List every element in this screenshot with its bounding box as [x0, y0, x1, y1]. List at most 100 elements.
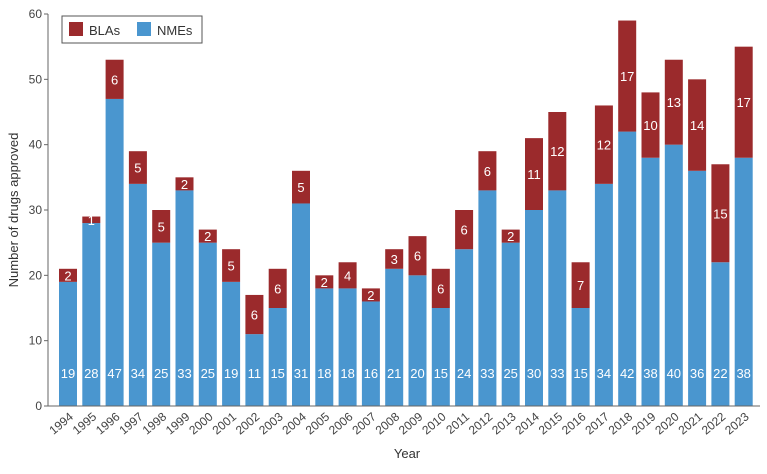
bar-nmes-2022 [711, 262, 730, 406]
bar-blas-2021 [688, 79, 707, 171]
bar-nmes-2001 [222, 281, 241, 406]
bar-blas-2002 [245, 294, 264, 335]
x-tick-label: 2016 [559, 409, 589, 437]
bar-nmes-2011 [455, 249, 474, 406]
data-label-nmes-2014: 30 [527, 366, 541, 381]
bar-blas-2004 [292, 170, 310, 204]
bar-nmes-2023 [734, 157, 753, 406]
bar-nmes-2021 [688, 170, 707, 406]
x-tick-label: 2018 [606, 409, 636, 437]
bars: 1922814763452553322521951161563151821841… [59, 20, 753, 406]
bar-blas-2006 [338, 262, 357, 289]
y-axis: 0 10 20 30 40 50 60 [29, 7, 49, 413]
x-tick-label: 2021 [676, 409, 706, 437]
x-tick-label: 1995 [70, 409, 100, 437]
x-tick-label: 1998 [140, 409, 170, 437]
bar-blas-2005 [315, 275, 334, 289]
x-tick-label: 2011 [443, 409, 472, 437]
bar-blas-2016 [571, 262, 590, 308]
data-label-blas-1999: 2 [181, 177, 188, 192]
bar-nmes-2006 [338, 288, 357, 406]
x-tick-label: 2003 [256, 409, 286, 437]
data-label-blas-1997: 5 [134, 161, 141, 176]
x-tick-label: 2020 [652, 409, 682, 437]
bar-nmes-1996 [105, 98, 124, 406]
bar-nmes-2019 [641, 157, 660, 406]
bar-blas-2003 [268, 268, 287, 308]
bar-blas-2010 [431, 268, 450, 308]
data-label-nmes-2000: 25 [201, 366, 215, 381]
data-label-blas-2018: 17 [620, 69, 634, 84]
bar-nmes-2014 [525, 210, 543, 406]
x-tick-label: 2017 [582, 409, 612, 437]
bar-nmes-2012 [478, 190, 497, 406]
bar-blas-2019 [641, 92, 660, 158]
bar-nmes-2009 [408, 275, 427, 406]
data-label-blas-1995: 1 [88, 213, 95, 228]
data-label-nmes-2020: 40 [667, 366, 681, 381]
data-label-blas-2023: 17 [736, 95, 750, 110]
bar-nmes-2013 [501, 242, 520, 406]
data-label-nmes-2013: 25 [503, 366, 517, 381]
data-label-blas-2012: 6 [484, 164, 491, 179]
x-tick-label: 2006 [326, 409, 356, 437]
x-tick-label: 2019 [629, 409, 659, 437]
bar-blas-2001 [222, 249, 241, 282]
legend-swatch-nmes [137, 22, 151, 36]
data-label-nmes-2015: 33 [550, 366, 564, 381]
legend: BLAs NMEs [61, 15, 203, 44]
data-label-nmes-1994: 19 [61, 366, 75, 381]
data-label-blas-2004: 5 [297, 180, 304, 195]
bar-blas-1997 [128, 151, 147, 184]
bar-blas-1995 [82, 216, 101, 224]
data-label-nmes-2001: 19 [224, 366, 238, 381]
bar-blas-2013 [501, 229, 520, 243]
bar-nmes-2008 [385, 268, 404, 406]
data-label-nmes-2017: 34 [597, 366, 611, 381]
y-tick-label: 50 [29, 72, 43, 86]
data-label-blas-2014: 11 [527, 167, 541, 182]
legend-swatch-blas [69, 22, 83, 36]
data-label-blas-2003: 6 [274, 281, 281, 296]
data-label-nmes-1998: 25 [154, 366, 168, 381]
bar-blas-2007 [361, 288, 380, 302]
x-tick-label: 2007 [349, 409, 379, 437]
y-tick-label: 40 [29, 138, 43, 152]
bar-nmes-2015 [548, 190, 567, 406]
bar-blas-2000 [198, 229, 217, 243]
bar-blas-2020 [664, 59, 683, 145]
data-label-nmes-2019: 38 [643, 366, 657, 381]
bar-blas-1994 [59, 268, 77, 282]
bar-nmes-2004 [292, 203, 310, 406]
y-tick-label: 20 [29, 268, 43, 282]
data-label-blas-2019: 10 [643, 118, 657, 133]
data-label-nmes-2023: 38 [736, 366, 750, 381]
bar-nmes-1999 [175, 190, 194, 406]
bar-blas-2018 [618, 20, 637, 132]
x-tick-label: 1996 [93, 409, 123, 437]
y-tick-label: 30 [29, 203, 43, 217]
x-tick-label: 2012 [466, 409, 496, 437]
y-tick-label: 10 [29, 334, 43, 348]
y-axis-label: Number of drugs approved [6, 133, 21, 288]
data-label-nmes-1999: 33 [177, 366, 191, 381]
data-label-nmes-1996: 47 [107, 366, 121, 381]
data-label-blas-2005: 2 [321, 275, 328, 290]
data-label-nmes-2012: 33 [480, 366, 494, 381]
data-label-blas-2001: 5 [227, 259, 234, 274]
data-label-blas-2017: 12 [597, 138, 611, 153]
data-label-nmes-2002: 11 [248, 366, 262, 381]
x-tick-label: 2010 [419, 409, 449, 437]
x-tick-label: 2023 [722, 409, 752, 437]
data-label-nmes-2007: 16 [364, 366, 378, 381]
bar-nmes-2010 [431, 308, 450, 406]
data-label-blas-1994: 2 [64, 268, 71, 283]
x-axis-label: Year [394, 446, 421, 461]
data-label-blas-1998: 5 [158, 219, 165, 234]
bar-nmes-2000 [198, 242, 217, 406]
bar-blas-2009 [408, 236, 427, 276]
data-label-nmes-2006: 18 [340, 366, 354, 381]
bar-nmes-2005 [315, 288, 334, 406]
data-label-blas-2020: 13 [667, 95, 681, 110]
